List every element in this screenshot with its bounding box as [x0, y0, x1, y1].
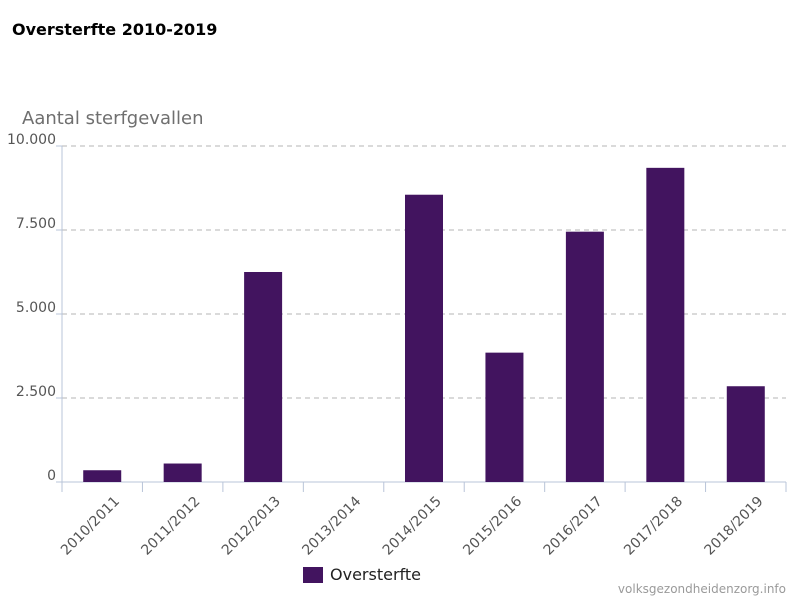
y-tick-label: 5.000 [16, 300, 56, 316]
legend[interactable]: Oversterfte [303, 565, 421, 584]
y-tick-label: 0 [47, 468, 56, 484]
bar-2014-2015[interactable] [405, 194, 443, 482]
bar-2011-2012[interactable] [163, 463, 202, 482]
legend-swatch [303, 566, 323, 583]
x-tick-label: 2015/2016 [460, 493, 525, 558]
x-tick-label: 2011/2012 [138, 494, 203, 559]
x-tick-labels: 2010/2011 2011/2012 2012/2013 2013/2014 2014… [58, 493, 767, 558]
x-tick-label: 2012/2013 [219, 494, 284, 559]
bar-2010-2011[interactable] [83, 470, 122, 482]
bar-2015-2016[interactable] [485, 352, 524, 482]
bar-2018-2019[interactable] [726, 386, 765, 482]
bar-2017-2018[interactable] [646, 167, 685, 482]
y-tick-label: 2.500 [16, 384, 56, 400]
y-axis-label: Aantal sterfgevallen [22, 108, 204, 129]
x-tick-label: 2018/2019 [702, 494, 767, 559]
chart-title: Oversterfte 2010-2019 [12, 20, 218, 39]
x-tick-label: 2017/2018 [621, 494, 686, 559]
x-tick-label: 2016/2017 [541, 494, 606, 559]
y-tick-label: 10.000 [7, 132, 56, 148]
legend-label: Oversterfte [330, 565, 421, 584]
x-tick-label: 2013/2014 [299, 493, 364, 558]
x-tick-label: 2014/2015 [380, 494, 445, 559]
y-tick-labels: 0 2.500 5.000 7.500 10.000 [7, 132, 56, 484]
bar-2012-2013[interactable] [244, 272, 283, 482]
bar-2016-2017[interactable] [565, 231, 604, 482]
x-tick-label: 2010/2011 [58, 494, 123, 559]
y-tick-label: 7.500 [16, 216, 56, 232]
bars [83, 167, 765, 482]
source-credit: volksgezondheidenzorg.info [617, 582, 786, 596]
